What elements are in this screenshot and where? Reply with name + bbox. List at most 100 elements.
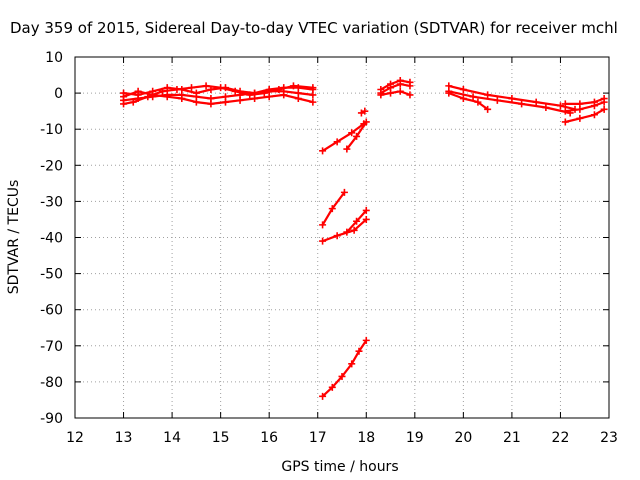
data-point: [532, 98, 540, 106]
data-point: [178, 95, 186, 103]
y-tick-label: -10: [40, 122, 63, 138]
x-tick-label: 12: [66, 430, 84, 446]
data-point: [561, 100, 569, 108]
x-tick-label: 21: [503, 430, 521, 446]
series-line: [564, 97, 606, 106]
x-tick-label: 16: [260, 430, 278, 446]
x-tick-label: 18: [357, 430, 375, 446]
y-tick-label: 10: [45, 50, 63, 66]
data-point: [348, 129, 356, 137]
data-point: [518, 100, 526, 108]
data-point: [387, 80, 395, 88]
y-tick-label: -30: [40, 194, 63, 210]
series-arc-10: [343, 206, 370, 236]
data-point: [353, 217, 361, 225]
data-point: [188, 84, 196, 92]
y-tick-label: -40: [40, 231, 63, 247]
data-point: [319, 237, 327, 245]
x-tick-label: 13: [115, 430, 133, 446]
y-tick-label: -50: [40, 267, 63, 283]
data-point: [474, 98, 482, 106]
data-point: [319, 221, 327, 229]
data-point: [260, 89, 268, 97]
data-point: [265, 93, 273, 101]
data-point: [120, 100, 128, 108]
data-point: [163, 93, 171, 101]
data-point: [202, 82, 210, 90]
data-point: [275, 85, 283, 93]
data-point: [158, 87, 166, 95]
x-tick-label: 17: [309, 430, 327, 446]
data-point: [294, 95, 302, 103]
data-point: [221, 98, 229, 106]
y-tick-label: 0: [54, 86, 63, 102]
data-point: [343, 228, 351, 236]
data-point: [445, 87, 453, 95]
data-point: [192, 89, 200, 97]
x-tick-label: 19: [406, 430, 424, 446]
series-line: [379, 82, 412, 95]
series-arc-9: [319, 215, 370, 245]
series-arc-11: [319, 336, 370, 400]
data-point: [406, 78, 414, 86]
data-point: [459, 95, 467, 103]
series-line: [564, 108, 606, 124]
series-layer: [120, 76, 608, 400]
data-point: [289, 82, 297, 90]
y-axis-label: SDTVAR / TECUs: [6, 180, 22, 295]
data-point: [362, 206, 370, 214]
series-line: [321, 122, 365, 152]
series-arc-17: [445, 87, 574, 117]
data-point: [207, 100, 215, 108]
data-point: [217, 84, 225, 92]
data-point: [484, 105, 492, 113]
x-tick-label: 15: [212, 430, 230, 446]
data-point: [590, 111, 598, 119]
data-point: [350, 226, 358, 234]
series-arc-14: [377, 87, 414, 99]
data-point: [361, 107, 369, 115]
data-point: [173, 85, 181, 93]
data-point: [561, 107, 569, 115]
data-point: [362, 336, 370, 344]
grid: [75, 57, 609, 418]
data-point: [328, 383, 336, 391]
data-point: [134, 87, 142, 95]
x-axis-label: GPS time / hours: [281, 459, 398, 475]
data-point: [387, 89, 395, 97]
data-point: [353, 132, 361, 140]
series-arc-5: [319, 120, 368, 155]
data-point: [231, 87, 239, 95]
data-point: [590, 102, 598, 110]
series-arc-8: [319, 188, 348, 229]
series-line: [321, 339, 368, 398]
series-arc-18: [561, 95, 608, 108]
x-tick-label: 23: [600, 430, 618, 446]
data-point: [309, 84, 317, 92]
x-tick-label: 14: [163, 430, 181, 446]
data-point: [576, 114, 584, 122]
y-tick-label: -70: [40, 339, 63, 355]
series-arc-3: [120, 87, 317, 108]
data-point: [144, 93, 152, 101]
data-point: [362, 118, 370, 126]
axis-ticks: 12 13 14 15 16 17 18 19 20 21 22 23 10 0 -10 -20 -30 -40 -…: [40, 50, 618, 446]
data-point: [484, 91, 492, 99]
y-tick-label: -60: [40, 303, 63, 319]
data-point: [333, 232, 341, 240]
data-point: [328, 205, 336, 213]
x-tick-label: 20: [454, 430, 472, 446]
data-point: [561, 118, 569, 126]
data-point: [280, 91, 288, 99]
data-point: [340, 188, 348, 196]
data-point: [469, 93, 477, 101]
series-line: [379, 79, 412, 91]
data-point: [309, 98, 317, 106]
series-arc-16: [445, 82, 579, 113]
data-point: [396, 76, 404, 84]
data-point: [333, 138, 341, 146]
data-point: [319, 392, 327, 400]
series-arc-7: [357, 107, 369, 117]
data-point: [459, 85, 467, 93]
